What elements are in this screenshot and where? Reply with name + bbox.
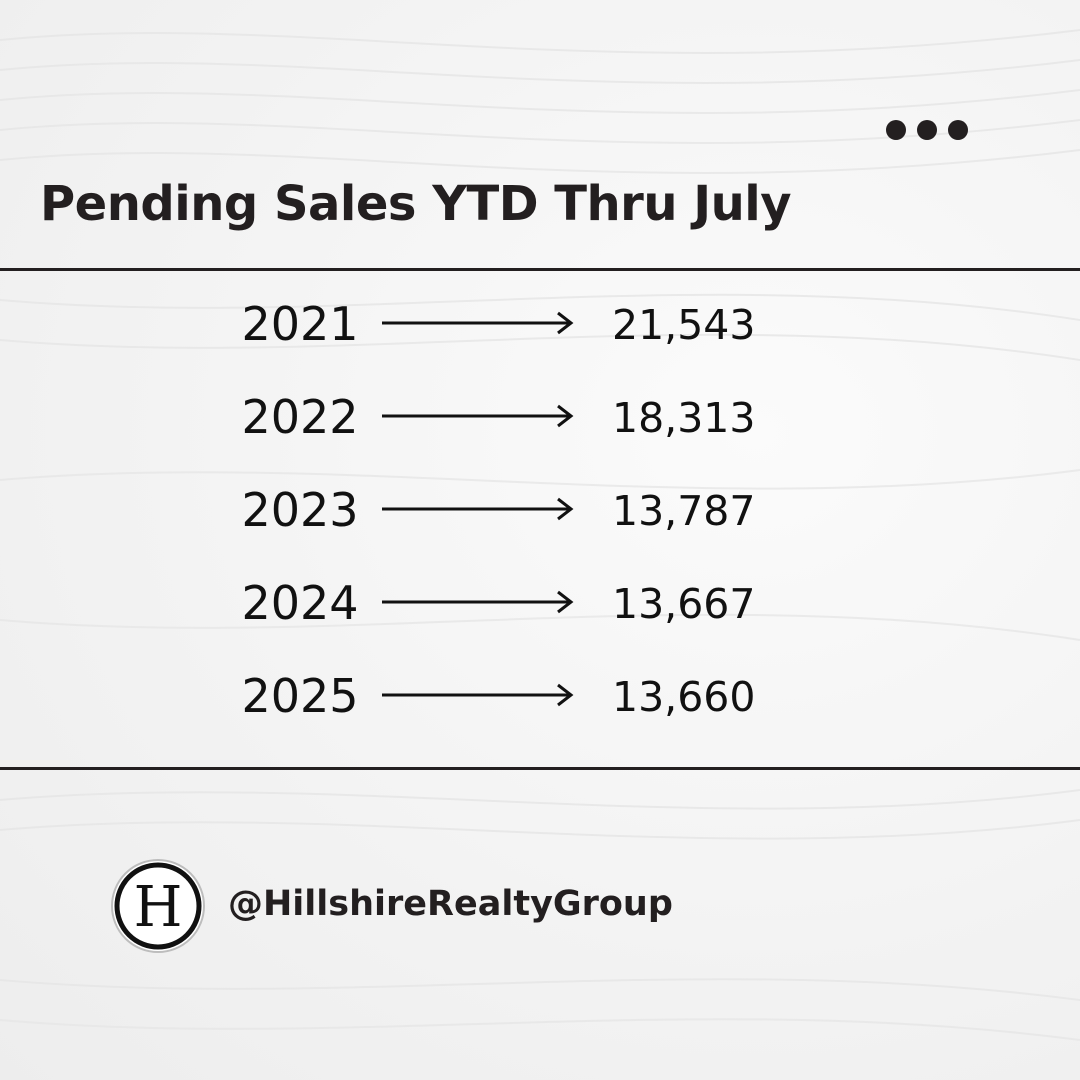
sales-value: 13,787 (612, 487, 756, 535)
dot (948, 120, 968, 140)
arrow-right-icon (382, 497, 574, 521)
page-title: Pending Sales YTD Thru July (40, 176, 792, 232)
bottom-divider (0, 767, 1080, 770)
arrow-right-icon (382, 590, 574, 614)
year-label: 2025 (241, 669, 359, 723)
list-item: 2022 18,313 (0, 371, 1080, 463)
year-label: 2021 (241, 297, 359, 351)
arrow-right-icon (382, 311, 574, 335)
list-item: 2021 21,543 (0, 278, 1080, 370)
list-item: 2024 13,667 (0, 557, 1080, 649)
sales-value: 13,667 (612, 580, 756, 628)
more-dots-icon[interactable] (886, 120, 968, 140)
arrow-right-icon (382, 683, 574, 707)
sales-value: 21,543 (612, 301, 756, 349)
arrow-right-icon (382, 404, 574, 428)
sales-value: 18,313 (612, 394, 756, 442)
sales-value: 13,660 (612, 673, 756, 721)
list-item: 2025 13,660 (0, 650, 1080, 742)
year-label: 2024 (241, 576, 359, 630)
dot (886, 120, 906, 140)
logo-letter: H (134, 875, 183, 940)
list-item: 2023 13,787 (0, 464, 1080, 556)
account-handle[interactable]: @HillshireRealtyGroup (228, 884, 673, 924)
dot (917, 120, 937, 140)
brand-logo: H (111, 859, 205, 953)
year-label: 2023 (241, 483, 359, 537)
top-divider (0, 268, 1080, 271)
year-label: 2022 (241, 390, 359, 444)
